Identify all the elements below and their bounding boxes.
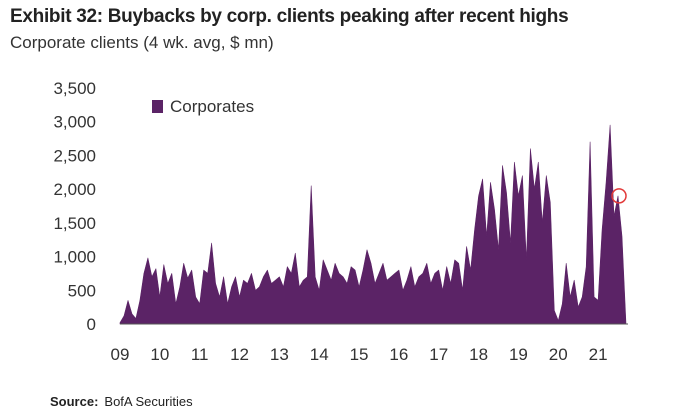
- plot-area: [119, 124, 627, 325]
- x-tick-label: 21: [589, 345, 608, 364]
- source-label: Source:: [50, 394, 99, 409]
- x-tick-label: 20: [549, 345, 568, 364]
- chart-subtitle: Corporate clients (4 wk. avg, $ mn): [10, 33, 274, 52]
- y-tick-label: 1,500: [53, 214, 96, 233]
- x-tick-label: 18: [469, 345, 488, 364]
- x-tick-label: 15: [350, 345, 369, 364]
- x-tick-label: 17: [429, 345, 448, 364]
- y-axis-ticks: 0 500 1,000 1,500 2,000 2,500 3,000 3,500: [53, 79, 96, 334]
- y-tick-label: 2,500: [53, 146, 96, 165]
- chart-title: Exhibit 32: Buybacks by corp. clients pe…: [10, 6, 569, 27]
- x-tick-label: 11: [191, 345, 209, 364]
- series-area-corporates: [119, 124, 627, 325]
- x-tick-label: 13: [270, 345, 289, 364]
- x-axis-ticks: 09 10 11 12 13 14 15 16 17 18 19 20 21: [111, 345, 608, 364]
- y-tick-label: 3,000: [53, 113, 96, 132]
- y-tick-label: 3,500: [53, 79, 96, 98]
- x-tick-label: 19: [509, 345, 528, 364]
- source-value: BofA Securities: [104, 394, 193, 409]
- legend: Corporates: [152, 97, 254, 116]
- x-tick-label: 09: [111, 345, 130, 364]
- y-tick-label: 1,000: [53, 248, 96, 267]
- source-note: Source: BofA Securities: [50, 394, 193, 409]
- x-tick-label: 14: [310, 345, 329, 364]
- x-tick-label: 16: [389, 345, 408, 364]
- annotation-circle: [611, 188, 627, 204]
- y-tick-label: 0: [87, 315, 96, 334]
- x-tick-label: 10: [150, 345, 169, 364]
- legend-label-corporates: Corporates: [170, 97, 254, 116]
- x-tick-label: 12: [230, 345, 249, 364]
- legend-swatch-corporates: [152, 100, 163, 113]
- y-tick-label: 2,000: [53, 180, 96, 199]
- y-tick-label: 500: [68, 281, 96, 300]
